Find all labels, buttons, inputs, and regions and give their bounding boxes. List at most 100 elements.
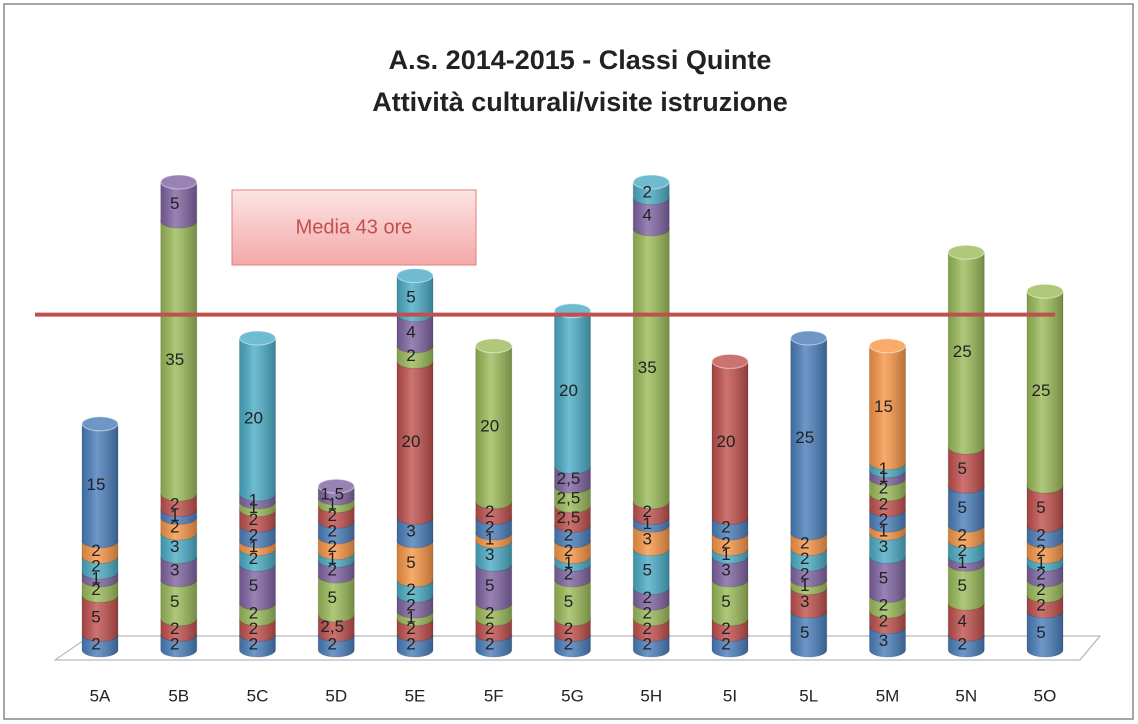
segment-shade [790,338,827,540]
segment-shade [1027,611,1063,657]
data-label: 35 [638,358,657,377]
data-label: 2 [91,541,100,560]
data-label: 2,5 [557,488,581,507]
data-label: 2 [1036,580,1045,599]
data-label: 5 [406,553,415,572]
data-label: 2 [1036,525,1045,544]
data-label: 1 [328,549,337,568]
cylinder-top [632,174,670,190]
data-label: 2 [564,635,573,654]
data-label: 15 [87,475,106,494]
data-label: 2 [328,506,337,525]
data-label: 25 [1032,381,1051,400]
segment-shade [1027,291,1063,494]
data-label: 2,5 [557,508,581,527]
segment-shade [82,423,118,548]
cylinder-top-shine [397,268,433,283]
data-label: 2 [249,510,258,529]
data-label: 3 [800,592,809,611]
segment-shade [397,275,433,322]
segment-shade [869,345,906,470]
data-label: 2 [1036,564,1045,583]
annotation-text: Media 43 ore [296,216,413,238]
segment-shade [554,466,591,494]
data-label: 5 [249,576,258,595]
data-label: 5 [958,576,967,595]
data-label: 1 [564,553,573,572]
data-label: 5 [879,568,888,587]
cylinder-top-shine [633,175,670,189]
segment-shade [475,540,512,572]
data-label: 1,5 [320,485,344,504]
segment-shade [633,197,670,236]
data-label: 35 [165,350,184,369]
data-label: 2 [485,518,494,537]
segment-shade [869,626,906,657]
data-label: 5 [328,588,337,607]
data-label: 2,5 [557,469,581,488]
segment-shade [318,614,355,642]
cylinder-top-shine [1027,284,1063,299]
data-label: 1 [249,490,258,509]
data-label: 2 [800,533,809,552]
segment-shade [633,548,670,595]
data-label: 3 [170,537,179,556]
annotation-box [231,189,477,266]
data-label: 1 [249,498,258,517]
data-label: 1 [958,553,967,572]
data-label: 2 [249,635,258,654]
x-tick-label: 5H [640,686,662,705]
data-label: 1 [328,494,337,513]
data-label: 3 [406,522,415,541]
cylinder-top-shine [790,331,827,345]
data-label: 1 [91,568,100,587]
segment-shade [790,611,827,657]
segment-shade [160,182,197,229]
segment-shade [948,447,985,494]
segment-shade [475,345,512,509]
data-label: 2 [485,502,494,521]
data-label: 2 [958,635,967,654]
data-label: 2 [643,182,652,201]
data-label: 5 [170,592,179,611]
data-label: 2 [91,580,100,599]
data-label: 2 [91,557,100,576]
segment-shade [397,314,433,353]
segment-shade [712,361,748,525]
data-label: 3 [879,631,888,650]
segment-shade [397,361,433,525]
x-tick-label: 5E [405,686,426,705]
x-tick-label: 5L [799,686,818,705]
data-label: 2 [643,619,652,638]
data-label: 2 [328,522,337,541]
chart-title: A.s. 2014-2015 - Classi Quinte [389,45,772,75]
cylinder-top-shine [475,338,512,353]
data-label: 2 [958,525,967,544]
data-label: 20 [559,381,578,400]
cylinder-top [81,416,119,432]
data-label: 2 [249,619,258,638]
data-label: 1 [800,576,809,595]
x-tick-label: 5B [168,686,189,705]
data-label: 20 [480,416,499,435]
data-label: 5 [91,607,100,626]
segment-shade [790,587,827,619]
segment-shade [554,579,591,626]
data-label: 1 [249,537,258,556]
x-tick-label: 5M [876,686,900,705]
data-label: 2 [406,346,415,365]
segment-shade [318,575,355,622]
data-label: 1 [879,467,888,486]
data-label: 4 [643,206,652,225]
data-label: 2 [91,635,100,654]
cylinder-top [790,330,828,346]
data-label: 25 [953,342,972,361]
segment-shade [948,252,985,455]
data-label: 2 [564,564,573,583]
data-label: 2 [170,518,179,537]
data-label: 5 [406,288,415,307]
data-label: 5 [958,498,967,517]
data-label: 2 [643,502,652,521]
data-label: 2 [879,494,888,513]
